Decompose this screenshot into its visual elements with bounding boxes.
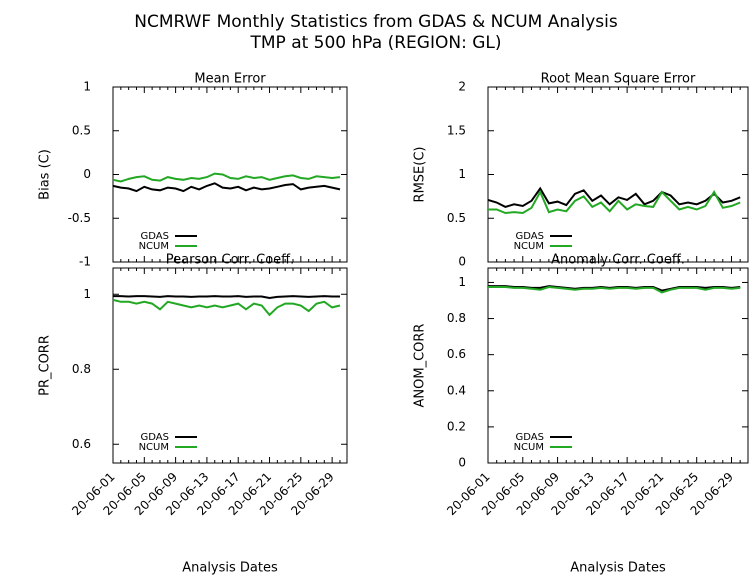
y-tick-label: 0.8 xyxy=(72,362,91,376)
y-tick-label: 1 xyxy=(83,287,91,301)
legend-label: GDAS xyxy=(141,432,169,443)
y-axis-label: PR_CORR xyxy=(38,335,53,396)
y-tick-label: 0.2 xyxy=(447,419,466,433)
figure-subtitle: TMP at 500 hPa (REGION: GL) xyxy=(249,33,501,53)
data-line xyxy=(113,295,340,300)
x-axis-label: Analysis Dates xyxy=(570,561,666,576)
legend-label: NCUM xyxy=(139,442,169,453)
y-axis-label: RMSE(C) xyxy=(413,147,428,203)
plot-title: Pearson Corr. Coeff. xyxy=(166,253,294,268)
figure-title: NCMRWF Monthly Statistics from GDAS & NC… xyxy=(134,12,618,32)
plot-title: Mean Error xyxy=(194,72,266,87)
data-line xyxy=(488,285,741,294)
y-tick-label: 1 xyxy=(83,80,91,94)
y-tick-label: -0.5 xyxy=(68,211,91,225)
y-tick-label: 0.8 xyxy=(447,311,466,325)
plot-title: Anomaly Corr. Coeff. xyxy=(551,253,685,268)
y-tick-label: 0 xyxy=(83,167,91,181)
legend-label: GDAS xyxy=(141,231,169,242)
y-tick-label: -1 xyxy=(79,255,91,269)
y-axis-label: Bias (C) xyxy=(38,149,53,200)
y-tick-label: 0.6 xyxy=(447,347,466,361)
y-tick-label: 1 xyxy=(458,275,466,289)
y-axis-label: ANOM_CORR xyxy=(413,324,428,408)
y-tick-label: 0.6 xyxy=(72,437,91,451)
data-line xyxy=(488,189,741,215)
y-tick-label: 1.5 xyxy=(447,123,466,137)
y-tick-label: 0 xyxy=(458,255,466,269)
data-line xyxy=(487,186,741,208)
legend-label: GDAS xyxy=(516,231,544,242)
legend-label: NCUM xyxy=(514,241,544,252)
legend-label: GDAS xyxy=(516,432,544,443)
y-tick-label: 2 xyxy=(458,80,466,94)
x-axis-label: Analysis Dates xyxy=(182,561,278,576)
data-line xyxy=(112,182,341,193)
data-line xyxy=(112,298,341,317)
legend-label: NCUM xyxy=(139,241,169,252)
legend-label: NCUM xyxy=(514,442,544,453)
data-line xyxy=(112,172,341,183)
y-tick-label: 1 xyxy=(458,167,466,181)
y-tick-label: 0.5 xyxy=(447,211,466,225)
y-tick-label: 0 xyxy=(458,456,466,470)
y-tick-label: 0.4 xyxy=(447,383,466,397)
plot-title: Root Mean Square Error xyxy=(541,72,696,87)
y-tick-label: 0.5 xyxy=(72,123,91,137)
